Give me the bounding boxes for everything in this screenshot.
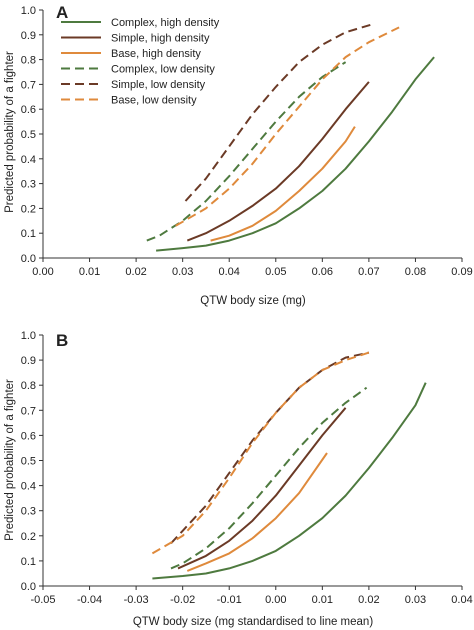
y-tick-label: 0.1 bbox=[21, 228, 36, 240]
x-tick-label: -0.02 bbox=[170, 594, 195, 606]
y-tick-label: 0.6 bbox=[21, 430, 36, 442]
y-tick-label: 0.9 bbox=[21, 30, 36, 42]
legend-label: Complex, high density bbox=[111, 17, 220, 29]
series-line-simple-high-density-a bbox=[186, 81, 370, 242]
x-axis-label-b: QTW body size (mg standardised to line m… bbox=[133, 616, 373, 628]
x-tick-label: 0.03 bbox=[172, 266, 193, 278]
x-tick-label: 0.05 bbox=[265, 266, 286, 278]
y-tick-label: 0.7 bbox=[21, 405, 36, 417]
series-line-base-high-density-b bbox=[186, 452, 328, 572]
y-tick-label: 0.3 bbox=[21, 506, 36, 518]
y-tick-label: 1.0 bbox=[21, 330, 36, 342]
series-line-base-low-density-b bbox=[151, 351, 370, 555]
series-line-simple-low-density-a bbox=[184, 23, 371, 202]
series-line-complex-low-density-b bbox=[170, 386, 368, 570]
legend-label: Base, low density bbox=[111, 95, 197, 107]
y-axis-label-b: Predicted probability of a fighter bbox=[4, 379, 16, 541]
y-tick-label: 0.8 bbox=[21, 55, 36, 67]
y-tick-label: 0.8 bbox=[21, 380, 36, 392]
axes-a: 0.0 0.1 0.2 0.3 0.4 0.5 0.6 0.7 0.8 0.9 1.0 0.00 0.0… bbox=[21, 5, 473, 278]
y-tick-label: 0.1 bbox=[21, 556, 36, 568]
y-tick-label: 0.0 bbox=[21, 581, 36, 593]
series-lines-a bbox=[146, 23, 435, 252]
x-tick-label: 0.06 bbox=[312, 266, 333, 278]
y-tick-label: 0.2 bbox=[21, 531, 36, 543]
y-tick-label: 0.2 bbox=[21, 203, 36, 215]
legend-a: Complex, high density Simple, high densit… bbox=[61, 17, 220, 107]
x-tick-label: 0.03 bbox=[405, 594, 426, 606]
y-tick-label: 0.5 bbox=[21, 456, 36, 468]
series-lines-b bbox=[151, 351, 427, 580]
x-tick-label: -0.04 bbox=[77, 594, 102, 606]
series-line-complex-high-density-b bbox=[152, 382, 427, 580]
series-line-base-high-density-a bbox=[210, 126, 356, 242]
y-tick-label: 0.0 bbox=[21, 253, 36, 265]
series-line-complex-high-density-a bbox=[156, 56, 435, 252]
legend-label: Complex, low density bbox=[111, 64, 215, 76]
series-line-complex-low-density-a bbox=[146, 61, 347, 242]
x-tick-label: 0.01 bbox=[79, 266, 100, 278]
x-tick-label: 0.00 bbox=[265, 594, 286, 606]
y-tick-label: 1.0 bbox=[21, 5, 36, 17]
panel-a: A QTW body size (mg) Predicted probabili… bbox=[4, 3, 473, 307]
y-axis-label-a: Predicted probability of a fighter bbox=[4, 51, 16, 213]
y-tick-label: 0.4 bbox=[21, 481, 36, 493]
panel-b: B QTW body size (mg standardised to line… bbox=[4, 330, 473, 628]
y-tick-label: 0.7 bbox=[21, 79, 36, 91]
y-tick-label: 0.5 bbox=[21, 129, 36, 141]
y-tick-label: 0.6 bbox=[21, 104, 36, 116]
series-line-simple-low-density-b bbox=[170, 351, 370, 544]
panel-letter-a: A bbox=[56, 3, 68, 22]
y-tick-label: 0.3 bbox=[21, 179, 36, 191]
x-tick-label: 0.02 bbox=[125, 266, 146, 278]
x-tick-label: -0.05 bbox=[30, 594, 55, 606]
panel-letter-b: B bbox=[56, 331, 68, 350]
x-tick-label: 0.04 bbox=[219, 266, 240, 278]
x-tick-label: 0.01 bbox=[312, 594, 333, 606]
x-tick-label: -0.01 bbox=[217, 594, 242, 606]
x-axis-label-a: QTW body size (mg) bbox=[200, 295, 306, 307]
x-tick-label: 0.07 bbox=[358, 266, 379, 278]
series-line-base-low-density-a bbox=[175, 26, 400, 227]
x-tick-label: -0.03 bbox=[124, 594, 149, 606]
x-tick-label: 0.09 bbox=[451, 266, 472, 278]
x-tick-label: 0.02 bbox=[358, 594, 379, 606]
axes-b: 0.0 0.1 0.2 0.3 0.4 0.5 0.6 0.7 0.8 0.9 1.0 -0.05 -0… bbox=[21, 330, 473, 606]
legend-label: Simple, high density bbox=[111, 33, 210, 45]
y-tick-label: 0.9 bbox=[21, 355, 36, 367]
series-line-simple-high-density-b bbox=[177, 407, 347, 570]
legend-label: Simple, low density bbox=[111, 79, 206, 91]
x-tick-label: 0.08 bbox=[405, 266, 426, 278]
x-tick-label: 0.04 bbox=[451, 594, 472, 606]
x-tick-label: 0.00 bbox=[32, 266, 53, 278]
legend-label: Base, high density bbox=[111, 48, 201, 60]
y-tick-label: 0.4 bbox=[21, 154, 36, 166]
